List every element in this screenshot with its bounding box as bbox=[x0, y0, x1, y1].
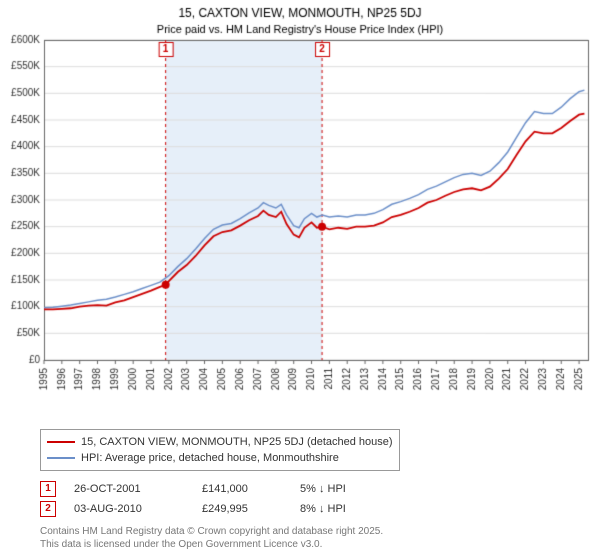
legend-swatch-hpi bbox=[47, 457, 75, 459]
transaction-marker-2: 2 bbox=[40, 501, 56, 517]
legend-label-price: 15, CAXTON VIEW, MONMOUTH, NP25 5DJ (det… bbox=[81, 434, 393, 450]
transaction-marker-1: 1 bbox=[40, 481, 56, 497]
price-chart-canvas bbox=[0, 0, 600, 420]
transaction-row: 1 26-OCT-2001 £141,000 5% ↓ HPI bbox=[40, 479, 590, 499]
transaction-price: £141,000 bbox=[202, 479, 282, 499]
transaction-diff: 5% ↓ HPI bbox=[300, 479, 390, 499]
transaction-date: 26-OCT-2001 bbox=[74, 479, 184, 499]
legend-box: 15, CAXTON VIEW, MONMOUTH, NP25 5DJ (det… bbox=[40, 429, 400, 471]
chart-container: 15, CAXTON VIEW, MONMOUTH, NP25 5DJ (det… bbox=[0, 0, 600, 557]
legend-label-hpi: HPI: Average price, detached house, Monm… bbox=[81, 450, 339, 466]
chart-footer: 15, CAXTON VIEW, MONMOUTH, NP25 5DJ (det… bbox=[0, 425, 600, 557]
legend-swatch-price bbox=[47, 441, 75, 443]
legend-row-price: 15, CAXTON VIEW, MONMOUTH, NP25 5DJ (det… bbox=[47, 434, 393, 450]
copyright-line-1: Contains HM Land Registry data © Crown c… bbox=[40, 525, 590, 538]
transaction-date: 03-AUG-2010 bbox=[74, 499, 184, 519]
legend-row-hpi: HPI: Average price, detached house, Monm… bbox=[47, 450, 393, 466]
transaction-diff: 8% ↓ HPI bbox=[300, 499, 390, 519]
transaction-price: £249,995 bbox=[202, 499, 282, 519]
copyright-line-2: This data is licensed under the Open Gov… bbox=[40, 538, 590, 551]
transactions-table: 1 26-OCT-2001 £141,000 5% ↓ HPI 2 03-AUG… bbox=[40, 479, 590, 519]
copyright-notice: Contains HM Land Registry data © Crown c… bbox=[40, 525, 590, 551]
transaction-row: 2 03-AUG-2010 £249,995 8% ↓ HPI bbox=[40, 499, 590, 519]
